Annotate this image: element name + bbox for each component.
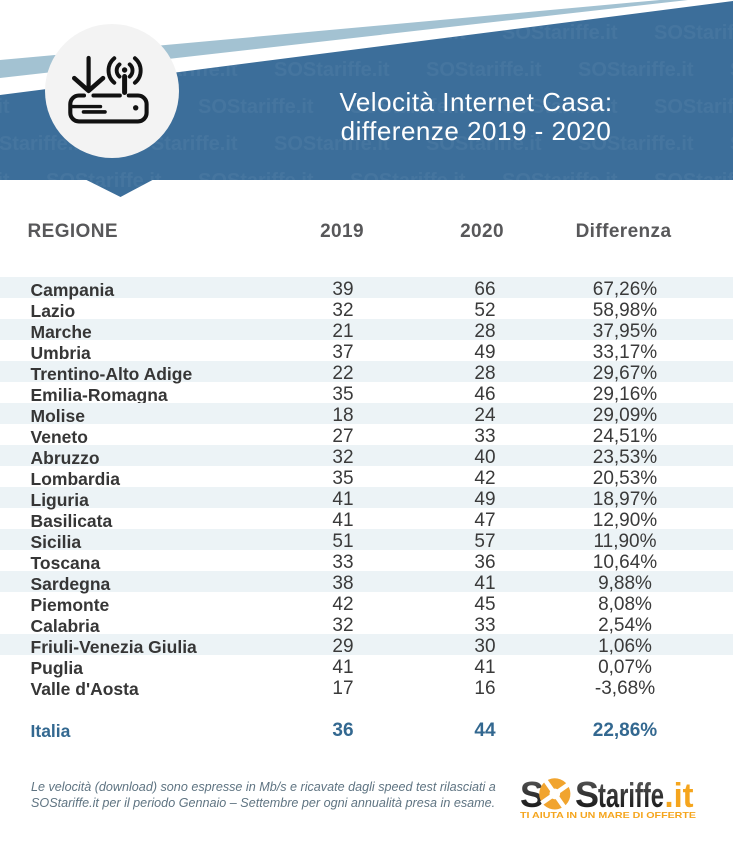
svg-text:.it: .it	[665, 777, 694, 815]
svg-text:S: S	[575, 774, 599, 815]
svg-text:TI AIUTA IN UN MARE DI OFFERTE: TI AIUTA IN UN MARE DI OFFERTE	[520, 810, 696, 820]
svg-text:tariffe: tariffe	[598, 777, 664, 815]
